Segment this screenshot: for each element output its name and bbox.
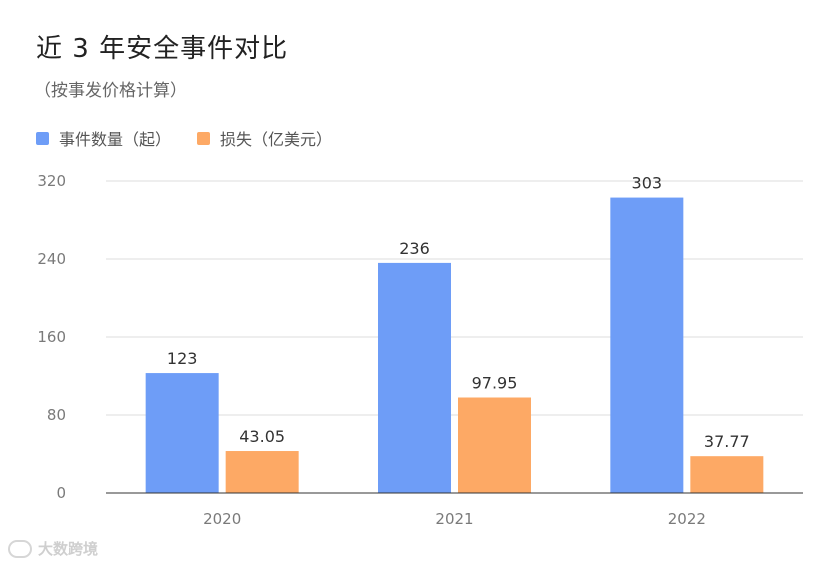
data-label-2021-s1: 97.95 (472, 373, 518, 392)
x-tick-label-2021: 2021 (435, 510, 473, 528)
data-label-2022-s1: 37.77 (704, 432, 750, 451)
y-tick-label-320: 320 (37, 172, 66, 190)
watermark-logo-icon (8, 539, 32, 558)
legend-swatch-loss (197, 131, 211, 145)
legend-item-count[interactable]: 事件数量（起） (36, 126, 171, 150)
legend-swatch-count (36, 131, 49, 145)
x-tick-label-2020: 2020 (203, 510, 241, 528)
data-label-2020-s1: 43.05 (239, 427, 285, 446)
data-label-2022-s0: 303 (632, 174, 663, 193)
watermark-text: 大数跨境 (38, 540, 99, 558)
data-label-2020-s0: 123 (167, 349, 198, 368)
legend: 事件数量（起） 损失（亿美元） (36, 126, 358, 150)
x-tick-label-2022: 2022 (668, 510, 706, 528)
bar-2021-s0 (378, 262, 451, 493)
bar-2020-s0 (145, 373, 219, 493)
legend-label-loss: 损失（亿美元） (220, 130, 333, 149)
bar-2022-s0 (610, 197, 684, 493)
data-label-2021-s0: 236 (399, 239, 430, 258)
legend-label-count: 事件数量（起） (59, 130, 172, 149)
y-tick-label-80: 80 (47, 406, 66, 424)
y-tick-label-0: 0 (56, 484, 66, 502)
legend-item-loss[interactable]: 损失（亿美元） (197, 126, 332, 150)
y-tick-label-240: 240 (37, 250, 66, 268)
chart-title: 近 3 年安全事件对比 (36, 34, 289, 64)
y-tick-label-160: 160 (37, 328, 66, 346)
bar-2020-s1 (225, 451, 299, 493)
watermark: 大数跨境 (8, 538, 98, 559)
chart-subtitle: （按事发价格计算） (34, 81, 187, 101)
bar-2021-s1 (458, 397, 531, 493)
bar-2022-s1 (690, 456, 764, 493)
